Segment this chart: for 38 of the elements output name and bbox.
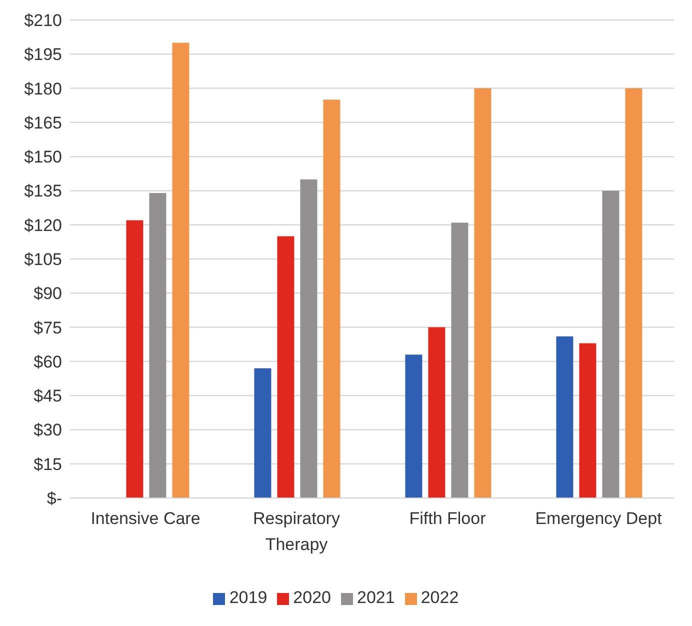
bar	[300, 179, 318, 498]
x-tick-label: Fifth Floor	[409, 509, 486, 528]
bar	[602, 190, 620, 498]
y-tick-label: $-	[46, 489, 62, 508]
bar	[172, 42, 190, 498]
y-tick-label: $60	[34, 352, 62, 372]
bar	[474, 88, 492, 498]
bar	[625, 88, 642, 498]
legend-label: 2022	[420, 588, 459, 607]
bar	[149, 192, 166, 498]
y-tick-label: $180	[24, 79, 62, 98]
x-tick-label: Intensive Care	[90, 509, 200, 528]
y-tick-label: $105	[24, 250, 62, 270]
bar	[254, 368, 272, 498]
legend-label: 2021	[357, 588, 395, 607]
bar	[451, 222, 468, 498]
y-tick-label: $90	[34, 284, 62, 304]
x-tick-label: Emergency Dept	[535, 509, 662, 528]
bar	[428, 327, 446, 498]
y-tick-label: $120	[24, 216, 62, 235]
y-tick-label: $165	[24, 113, 62, 132]
y-tick-label: $135	[24, 182, 62, 201]
y-tick-label: $75	[34, 318, 62, 338]
bar	[126, 220, 144, 498]
bar	[323, 100, 340, 498]
y-tick-label: $150	[24, 148, 62, 167]
bar	[579, 343, 596, 498]
y-tick-label: $45	[34, 386, 62, 406]
legend-label: 2020	[293, 588, 331, 607]
y-tick-label: $195	[24, 45, 62, 64]
bar	[556, 336, 574, 498]
legend-label: 2019	[229, 588, 268, 607]
x-tick-label: Respiratory Therapy	[253, 509, 340, 554]
bar	[405, 354, 422, 498]
y-tick-label: $210	[24, 11, 62, 30]
bar	[277, 236, 294, 498]
y-tick-label: $15	[34, 454, 62, 474]
y-tick-label: $30	[34, 420, 62, 440]
